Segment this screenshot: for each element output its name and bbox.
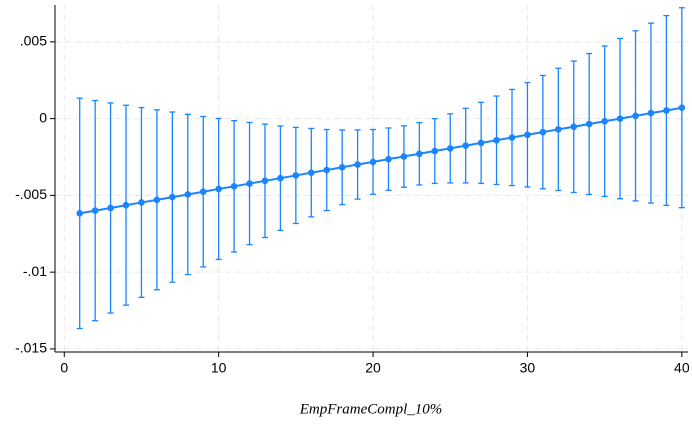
point — [307, 169, 315, 176]
point — [616, 115, 624, 122]
point — [354, 161, 361, 168]
point — [493, 136, 500, 144]
point — [446, 145, 454, 152]
line — [79, 106, 683, 215]
point — [292, 172, 300, 179]
point — [431, 147, 439, 155]
point — [122, 201, 130, 209]
y-tick-label: -.015 — [15, 340, 47, 356]
point — [647, 109, 655, 117]
point — [91, 207, 99, 214]
x-tick-label: 20 — [365, 360, 381, 376]
point — [184, 191, 192, 198]
point — [199, 188, 207, 196]
point — [570, 123, 578, 131]
x-tick-label: 30 — [520, 360, 536, 376]
point — [555, 126, 562, 133]
point — [246, 180, 253, 187]
point — [462, 142, 469, 149]
point — [385, 155, 392, 163]
point — [400, 153, 408, 160]
point — [169, 193, 176, 201]
point — [477, 139, 485, 147]
point — [632, 112, 639, 120]
y-tick-label: -.01 — [23, 263, 47, 279]
y-tick-label: 0 — [39, 109, 47, 125]
point — [539, 128, 547, 136]
x-tick-label: 0 — [60, 360, 68, 376]
point — [277, 174, 284, 182]
point — [338, 163, 346, 171]
y-tick-label: .005 — [20, 33, 47, 49]
point — [678, 104, 686, 112]
point — [230, 183, 238, 190]
point — [261, 177, 269, 185]
point — [369, 158, 377, 166]
x-tick-label: 10 — [211, 360, 227, 376]
point — [215, 185, 222, 193]
point — [153, 196, 161, 204]
x-tick-label: 40 — [674, 360, 690, 376]
x-axis-label: EmpFrameCompl_10% — [299, 401, 443, 417]
point — [107, 204, 114, 212]
point — [138, 199, 145, 206]
point — [524, 131, 531, 139]
point — [323, 166, 331, 174]
point — [508, 134, 516, 141]
point — [585, 120, 593, 128]
point — [601, 117, 608, 125]
y-tick-label: -.005 — [15, 186, 47, 202]
point — [416, 150, 423, 158]
point — [76, 210, 84, 217]
point — [663, 107, 670, 114]
